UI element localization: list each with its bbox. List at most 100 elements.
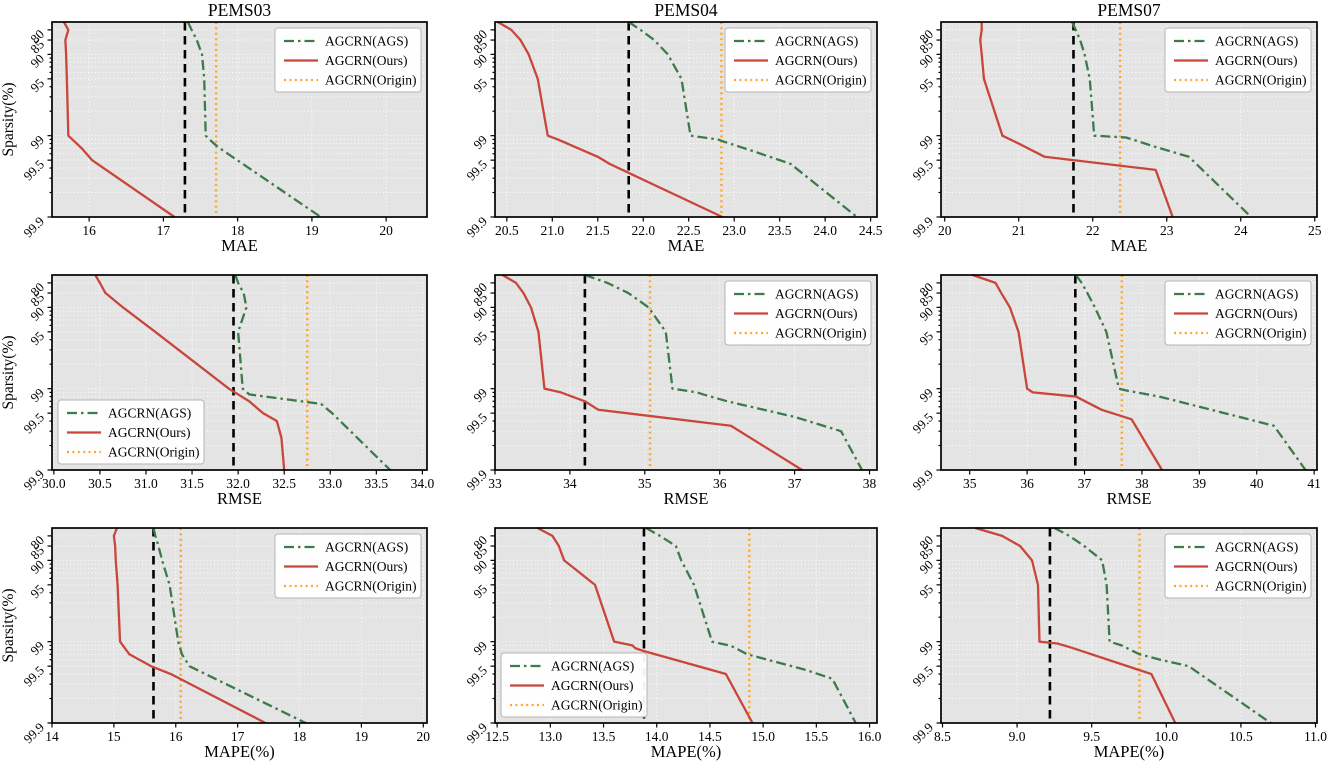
subplot-title: PEMS07 xyxy=(1097,0,1160,20)
y-tick-label: 99 xyxy=(916,638,936,658)
legend-label-ags: AGCRN(AGS) xyxy=(108,406,191,421)
tick-marks xyxy=(490,282,871,475)
series-agcrn-ags xyxy=(645,527,857,724)
subplot-pems03-rmse: 30.0 30.5 31.0 31.5 32.0 32.5 33.0 33.5 34.0 80 85… xyxy=(0,253,443,506)
y-tick-label: 95 xyxy=(916,581,936,601)
subplot-pems07-rmse: 35 36 37 38 39 40 41 80 85 90 95 99 99.5 99.9 RMSE AGCR… xyxy=(886,253,1328,506)
x-tick-label: 41 xyxy=(1307,476,1321,491)
legend-box xyxy=(724,280,872,346)
x-axis-label: RMSE xyxy=(1107,489,1152,506)
chart-canvas-pems07-rmse: 35 36 37 38 39 40 41808590959999.599.9RMSEAGCR… xyxy=(909,273,1321,506)
x-tick-label: 20 xyxy=(379,223,393,238)
tick-marks xyxy=(936,29,1316,222)
y-tick-label: 90 xyxy=(27,51,47,71)
x-tick-label: 20 xyxy=(938,223,952,238)
chart-canvas-pems04-mape: 12.5 13.0 13.5 14.0 14.5 15.0 15.5 16.080859095… xyxy=(463,526,882,761)
legend-label-ours: AGCRN(Ours) xyxy=(775,306,858,321)
y-tick-label: 95 xyxy=(27,328,47,348)
x-tick-label: 21 xyxy=(1012,223,1026,238)
x-tick-label: 23.5 xyxy=(768,223,792,238)
subplot-pems03-mape: 14 15 16 17 18 19 20 80 85 90 95 99 99.5 99.9 MAPE(%) S… xyxy=(0,506,443,761)
subplot-pems04-rmse: 33 34 35 36 37 38 80 85 90 95 99 99.5 99.9 RMSE AGCRN(… xyxy=(443,253,886,506)
x-tick-label: 12.5 xyxy=(485,729,509,744)
subplot-pems04-mape: 12.5 13.0 13.5 14.0 14.5 15.0 15.5 16.0 80 85 90 95… xyxy=(443,506,886,761)
legend-box xyxy=(274,533,422,599)
x-tick-label: 37 xyxy=(788,476,802,491)
x-tick-label: 20.5 xyxy=(495,223,519,238)
series-agcrn-ours xyxy=(974,526,1177,724)
x-tick-label: 30.5 xyxy=(88,476,112,491)
legend-box xyxy=(57,399,205,465)
x-axis-label: MAE xyxy=(221,236,258,253)
x-tick-label: 31.5 xyxy=(180,476,204,491)
y-tick-label: 99.9 xyxy=(20,720,47,747)
x-tick-label: 17 xyxy=(231,729,245,744)
x-tick-label: 17 xyxy=(157,223,171,238)
x-tick-label: 16 xyxy=(169,729,183,744)
legend-label-ours: AGCRN(Ours) xyxy=(551,678,634,693)
legend-label-origin: AGCRN(Origin) xyxy=(1215,579,1307,594)
x-tick-label: 8.5 xyxy=(934,729,951,744)
axes-frame xyxy=(51,274,428,471)
legend-label-ags: AGCRN(AGS) xyxy=(325,540,408,555)
y-tick-label: 90 xyxy=(916,557,936,577)
x-tick-label: 23 xyxy=(1160,223,1174,238)
y-tick-label: 99.9 xyxy=(463,214,490,241)
legend-label-origin: AGCRN(Origin) xyxy=(1215,73,1307,88)
x-tick-label: 14.5 xyxy=(698,729,722,744)
legend-label-ags: AGCRN(AGS) xyxy=(325,34,408,49)
legend-label-ours: AGCRN(Ours) xyxy=(108,425,191,440)
x-tick-label: 10.0 xyxy=(1154,729,1178,744)
x-tick-label: 30.0 xyxy=(42,476,66,491)
legend: AGCRN(AGS) AGCRN(Ours) AGCRN(Origin) xyxy=(500,652,648,718)
legend-label-ags: AGCRN(AGS) xyxy=(551,659,634,674)
x-tick-label: 36 xyxy=(713,476,727,491)
x-tick-label: 22 xyxy=(1086,223,1100,238)
legend: AGCRN(AGS) AGCRN(Ours) AGCRN(Origin) xyxy=(1164,280,1312,346)
y-tick-label: 95 xyxy=(916,75,936,95)
legend: AGCRN(AGS) AGCRN(Ours) AGCRN(Origin) xyxy=(724,280,872,346)
y-tick-label: 99.9 xyxy=(909,214,936,241)
y-tick-label: 90 xyxy=(470,557,490,577)
series-agcrn-ours xyxy=(501,274,803,471)
x-tick-label: 21.5 xyxy=(586,223,610,238)
chart-canvas-pems03-rmse: 30.0 30.5 31.0 31.5 32.0 32.5 33.0 33.5 34.08085… xyxy=(0,274,434,506)
x-tick-label: 9.5 xyxy=(1083,729,1100,744)
legend-label-ags: AGCRN(AGS) xyxy=(775,287,858,302)
legend-label-ags: AGCRN(AGS) xyxy=(1215,34,1298,49)
y-tick-label: 99.5 xyxy=(909,157,936,184)
x-tick-label: 32.5 xyxy=(272,476,296,491)
x-tick-label: 18 xyxy=(231,223,245,238)
series-agcrn-ours xyxy=(972,273,1163,471)
axes-frame xyxy=(940,527,1318,724)
legend-label-origin: AGCRN(Origin) xyxy=(1215,326,1307,341)
subplot-pems07-mae: 20 21 22 23 24 25 80 85 90 95 99 99.5 99.9 MAE PEMS07 A… xyxy=(886,0,1328,253)
y-tick-label: 99 xyxy=(916,132,936,152)
axes-frame xyxy=(51,21,428,218)
x-axis-label: MAPE(%) xyxy=(651,742,722,761)
series-agcrn-ours xyxy=(94,274,286,471)
series-agcrn-ours xyxy=(979,22,1174,218)
x-tick-label: 18 xyxy=(293,729,307,744)
legend-label-ours: AGCRN(Ours) xyxy=(1215,53,1298,68)
legend-label-origin: AGCRN(Origin) xyxy=(325,579,417,594)
y-tick-label: 99.5 xyxy=(463,663,490,690)
subplot-pems04-mae: 20.5 21.0 21.5 22.0 22.5 23.0 23.5 24.0 24.5 80 85… xyxy=(443,0,886,253)
subplot-pems03-mae: 16 17 18 19 20 80 85 90 95 99 99.5 99.9 MAE Sparsity(… xyxy=(0,0,443,253)
y-tick-label: 99 xyxy=(916,385,936,405)
x-tick-label: 39 xyxy=(1193,476,1207,491)
grid xyxy=(495,528,877,724)
tick-marks xyxy=(47,282,423,475)
y-tick-label: 99 xyxy=(27,385,47,405)
series-agcrn-ours xyxy=(112,527,267,725)
series-agcrn-ags xyxy=(584,273,864,471)
x-tick-label: 23.0 xyxy=(722,223,746,238)
legend-label-ours: AGCRN(Ours) xyxy=(1215,306,1298,321)
series-agcrn-ags xyxy=(1070,21,1252,218)
y-tick-label: 90 xyxy=(916,304,936,324)
x-tick-label: 38 xyxy=(1135,476,1149,491)
chart-canvas-pems07-mape: 8.5 9.0 9.5 10.0 10.5 11.0808590959999.599.9M… xyxy=(909,526,1327,761)
legend-label-origin: AGCRN(Origin) xyxy=(551,698,643,713)
chart-canvas-pems04-mae: 20.5 21.0 21.5 22.0 22.5 23.0 23.5 24.0 24.58085… xyxy=(463,0,882,253)
